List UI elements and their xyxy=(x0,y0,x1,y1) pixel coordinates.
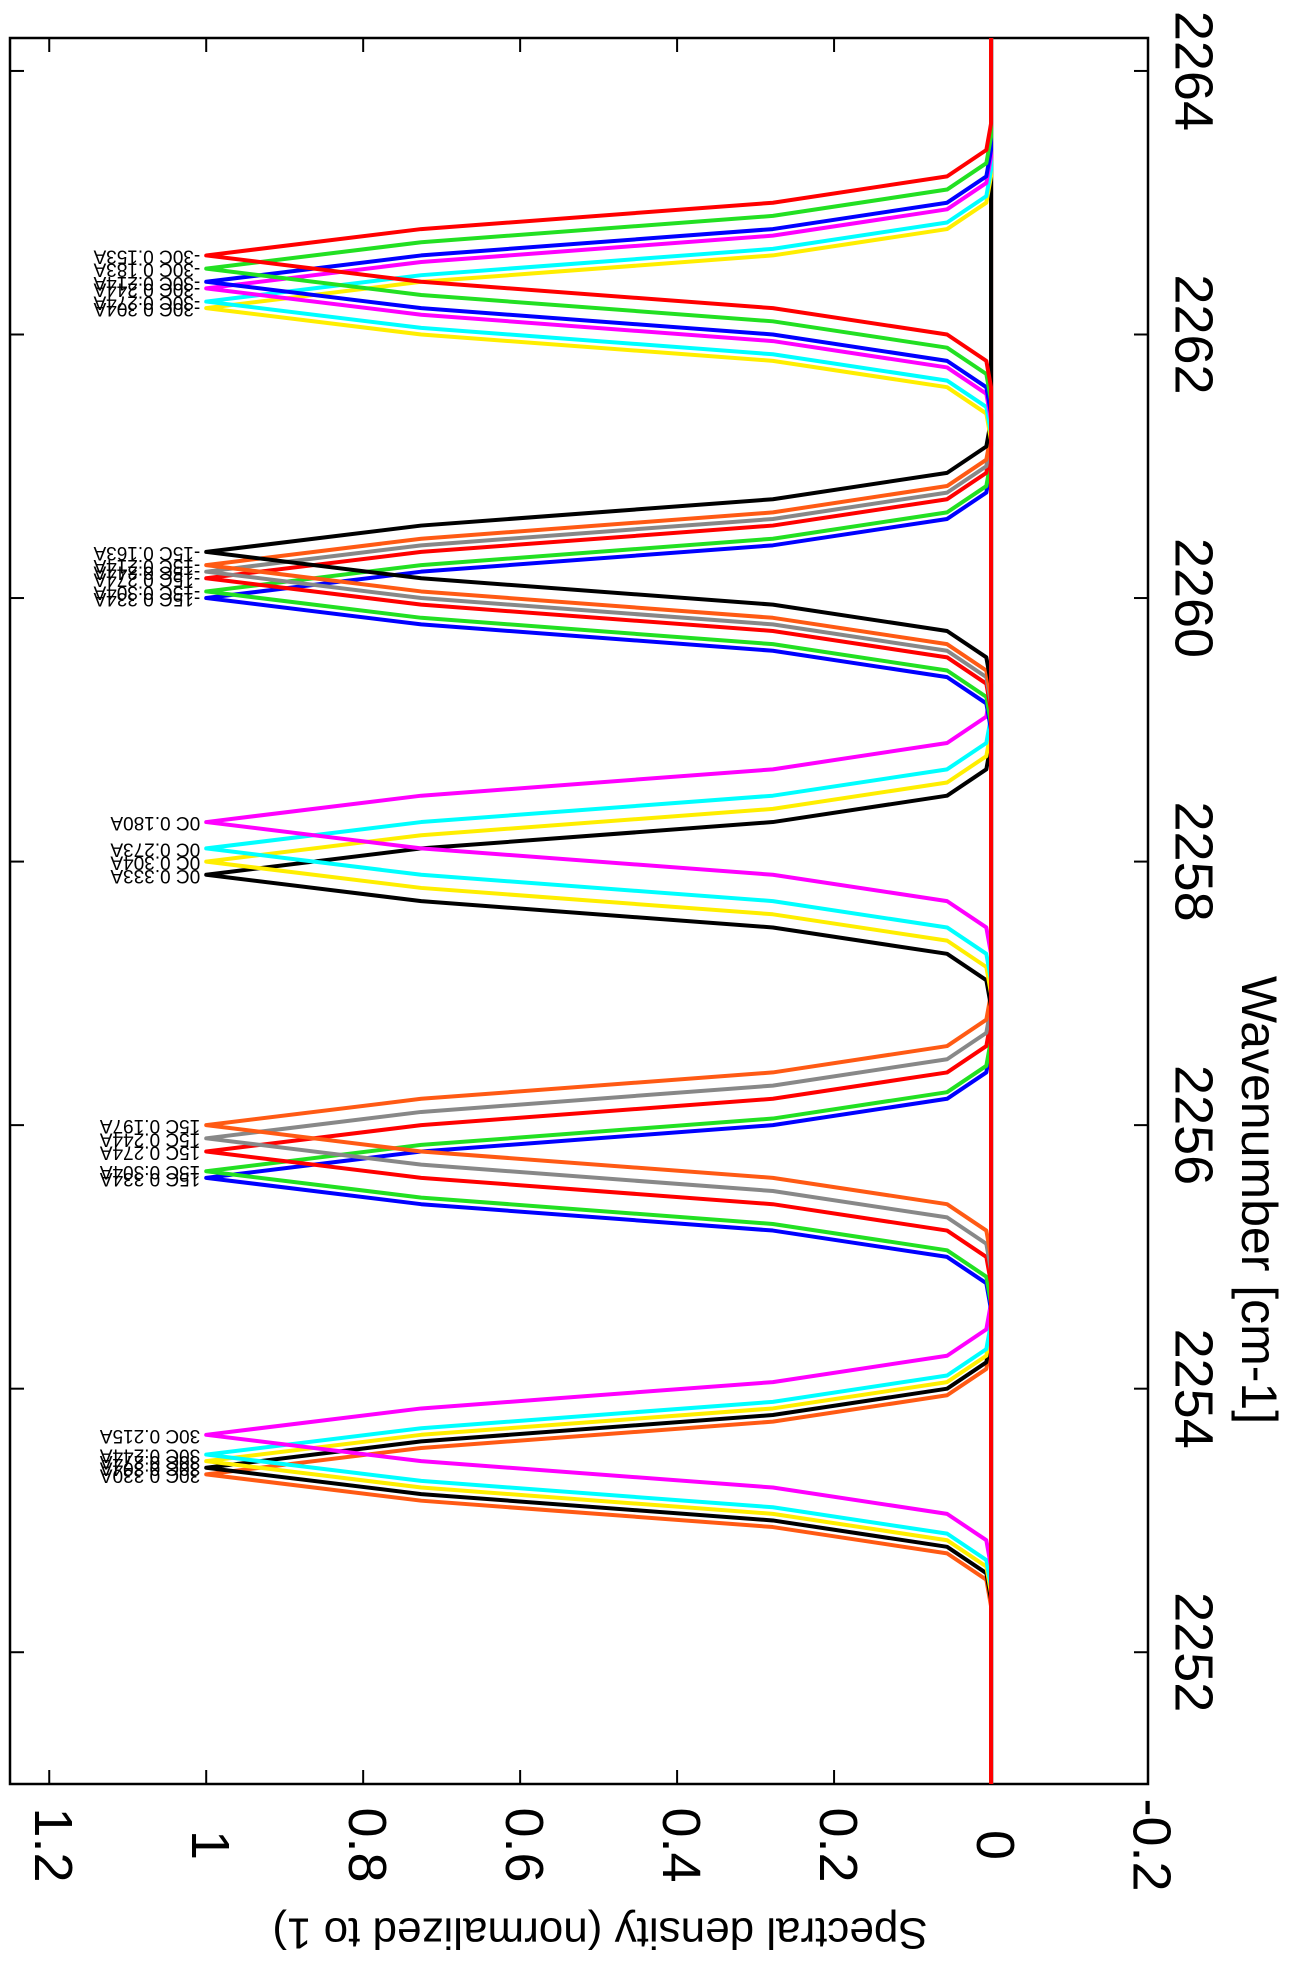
spectrum-line xyxy=(204,38,994,1784)
spectrum-line xyxy=(204,38,994,1784)
spectrum-line xyxy=(204,38,994,1784)
peak-label: 30C 0.274A xyxy=(100,1451,201,1472)
y-tick-label: 1 xyxy=(180,1830,240,1860)
y-axis-label: Spectral density (normalized to 1) xyxy=(272,1908,927,1957)
x-tick-label: 2252 xyxy=(1164,1592,1224,1712)
plot-frame xyxy=(8,36,1150,1786)
y-tick-label: 0 xyxy=(965,1830,1025,1860)
spectrum-line xyxy=(204,38,994,1784)
spectrum-line xyxy=(204,38,994,1784)
peak-label: -30C 0.214A xyxy=(93,272,200,293)
y-tick-label: 0.8 xyxy=(337,1807,397,1882)
x-axis-label: Wavenumber [cm-1] xyxy=(1231,976,1287,1424)
y-tick-label: 1.2 xyxy=(23,1807,83,1882)
peak-label: -30C 0.304A xyxy=(93,298,200,319)
y-tick-label: 0.4 xyxy=(651,1807,711,1882)
spectrum-line xyxy=(204,38,994,1784)
peak-label: -15C 0.214A xyxy=(93,555,200,576)
spectrum-line xyxy=(204,38,994,1784)
spectrum-line xyxy=(204,38,994,1784)
peak-label: 30C 0.215A xyxy=(100,1425,201,1446)
spectrum-line xyxy=(204,38,994,1784)
peak-label: 15C 0.244A xyxy=(100,1128,201,1149)
peak-label: -30C 0.274A xyxy=(93,292,200,313)
spectrum-line xyxy=(204,38,994,1784)
peak-label: 15C 0.304A xyxy=(100,1161,201,1182)
peak-label: 30C 0.330A xyxy=(100,1464,201,1485)
peak-label: 30C 0.244A xyxy=(100,1445,201,1466)
peak-label: -15C 0.244A xyxy=(93,562,200,583)
y-tick-label: 0.6 xyxy=(494,1807,554,1882)
peak-label: 15C 0.274A xyxy=(100,1141,201,1162)
peak-label: -30C 0.153A xyxy=(93,245,200,266)
spectrum-line xyxy=(204,38,994,1784)
spectrum-line xyxy=(204,38,994,1784)
spectrum-line xyxy=(204,38,994,1784)
spectrum-line xyxy=(204,38,994,1784)
peak-label: 30C 0.304A xyxy=(100,1458,201,1479)
peak-label: 15C 0.334A xyxy=(100,1168,201,1189)
peak-label: -15C 0.274A xyxy=(93,568,200,589)
spectrum-line xyxy=(204,38,994,1784)
spectrum-line xyxy=(204,38,994,1784)
x-tick-label: 2262 xyxy=(1164,274,1224,394)
peak-label: -30C 0.183A xyxy=(93,259,200,280)
peak-label: 0C 0.180A xyxy=(110,812,200,833)
peak-label: 0C 0.273A xyxy=(110,838,200,859)
x-tick-label: 2256 xyxy=(1164,1065,1224,1185)
peak-label: -15C 0.334A xyxy=(93,588,200,609)
peak-label: 15C 0.197A xyxy=(100,1115,201,1136)
peak-label: -30C 0.244A xyxy=(93,278,200,299)
y-tick-label: 0.2 xyxy=(808,1807,868,1882)
peak-label: -15C 0.304A xyxy=(93,581,200,602)
spectrum-line xyxy=(204,38,994,1784)
y-tick-label: -0.2 xyxy=(1122,1798,1182,1891)
peak-label: -15C 0.163A xyxy=(93,542,200,563)
peak-label: 0C 0.304A xyxy=(110,852,200,873)
x-tick-label: 2254 xyxy=(1164,1329,1224,1449)
x-tick-label: 2264 xyxy=(1164,11,1224,131)
peak-label: 0C 0.333A xyxy=(110,865,200,886)
x-tick-label: 2258 xyxy=(1164,802,1224,922)
x-tick-label: 2260 xyxy=(1164,538,1224,658)
